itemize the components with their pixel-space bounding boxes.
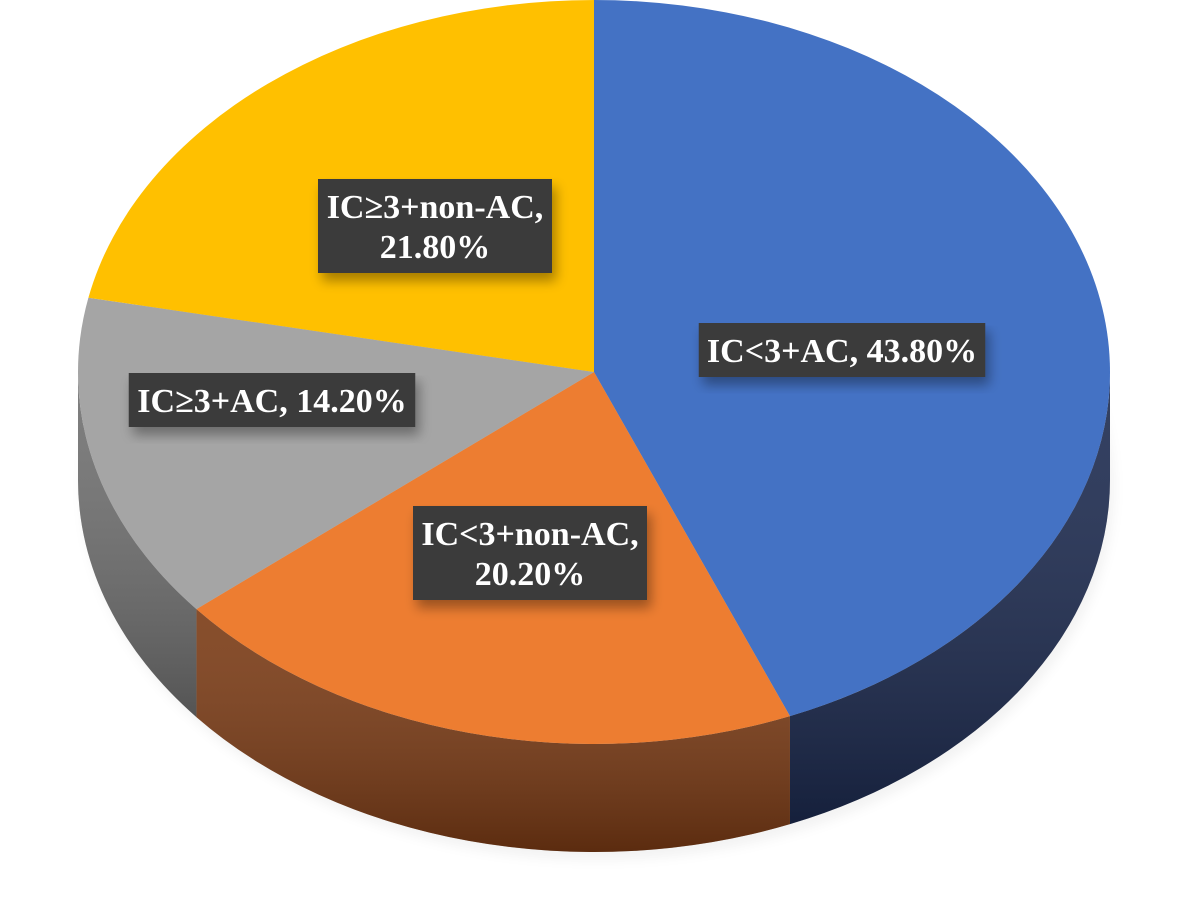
data-label-0: IC<3+AC, 43.80% [698,323,986,377]
data-label-text: IC<3+non-AC, [421,516,638,553]
data-label-text: IC<3+AC, 43.80% [707,333,977,370]
data-label-3: IC≥3+non-AC,21.80% [318,179,552,273]
pie-sides [78,372,1110,852]
pie-labels: IC<3+AC, 43.80% IC<3+non-AC,20.20% IC≥3+AC… [128,179,986,600]
pie-side-shade-2 [78,372,197,718]
data-label-box-1 [413,506,647,600]
data-label-1: IC<3+non-AC,20.20% [413,506,647,600]
data-label-2: IC≥3+AC, 14.20% [128,373,416,427]
data-label-box-2 [128,373,416,427]
data-label-text: 21.80% [380,229,491,266]
pie-side-shade-1 [196,609,790,852]
data-label-text: 20.20% [475,556,586,593]
data-label-box-3 [318,179,552,273]
data-label-text: IC≥3+non-AC, [327,189,544,226]
data-label-box-0 [698,323,986,377]
pie-side-shade-0 [789,372,1110,825]
data-label-text: IC≥3+AC, 14.20% [137,383,406,420]
